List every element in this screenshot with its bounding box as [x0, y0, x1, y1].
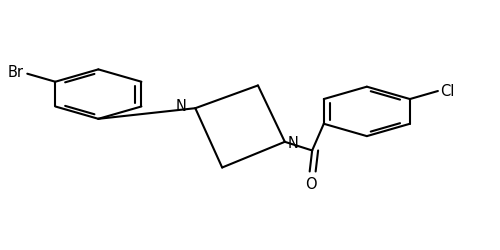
Text: Br: Br: [8, 65, 24, 80]
Text: N: N: [288, 136, 298, 150]
Text: N: N: [176, 100, 186, 114]
Text: Cl: Cl: [440, 84, 455, 98]
Text: O: O: [306, 177, 317, 192]
